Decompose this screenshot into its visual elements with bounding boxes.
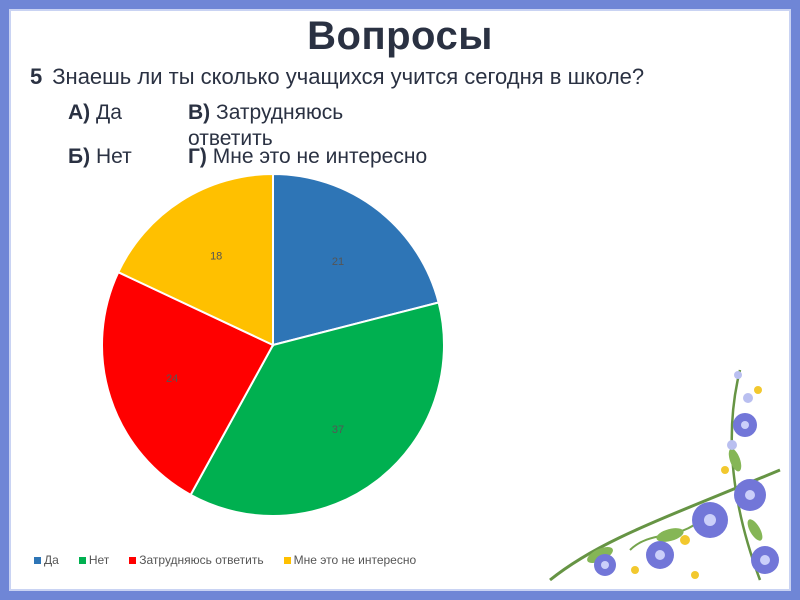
answer-a-text: Да	[96, 101, 122, 124]
chart-legend: Да Нет Затрудняюсь ответить Мне это не инте…	[34, 553, 416, 567]
answer-c-text: Затрудняюсь ответить	[188, 101, 344, 150]
pie-data-label: 18	[210, 250, 222, 262]
slide-title: Вопросы	[307, 14, 493, 58]
legend-item: Затрудняюсь ответить	[129, 553, 264, 567]
legend-swatch	[283, 556, 291, 564]
legend-label: Да	[44, 553, 59, 567]
answer-d-text: Мне это не интересно	[212, 145, 428, 168]
answer-c: В) Затрудняюсь ответить	[188, 100, 408, 152]
answer-b-letter: Б)	[68, 145, 91, 168]
pie-data-label: 24	[166, 373, 178, 385]
question-number: 5	[30, 64, 43, 89]
legend-item: Нет	[78, 553, 110, 567]
legend-swatch	[129, 556, 137, 564]
answer-a: А) Да	[68, 100, 122, 126]
legend-label: Затрудняюсь ответить	[139, 553, 264, 567]
legend-item: Да	[34, 553, 59, 567]
flowers-decoration-icon	[549, 369, 781, 582]
legend-label: Нет	[88, 553, 110, 567]
question-text: Знаешь ли ты сколько учащихся учится сег…	[52, 64, 645, 89]
pie-slice	[272, 172, 440, 347]
pie-slice	[116, 172, 274, 347]
answer-a-letter: А)	[68, 101, 91, 124]
answer-c-letter: В)	[188, 101, 211, 124]
question: 5 Знаешь ли ты сколько учащихся учится се…	[30, 64, 644, 90]
pie-slice	[189, 301, 445, 517]
legend-label: Мне это не интересно	[293, 553, 417, 567]
answer-b: Б) Нет	[68, 144, 138, 170]
answer-d-letter: Г)	[188, 145, 207, 168]
pie-data-label: 21	[332, 256, 344, 268]
pie-slice	[101, 270, 275, 497]
legend-swatch	[34, 556, 41, 564]
answer-d: Г) Мне это не интересно	[188, 144, 427, 170]
answer-b-text: Нет	[95, 145, 132, 168]
legend-swatch	[78, 556, 86, 564]
legend-item: Мне это не интересно	[283, 553, 417, 567]
pie-data-label: 37	[332, 424, 344, 436]
